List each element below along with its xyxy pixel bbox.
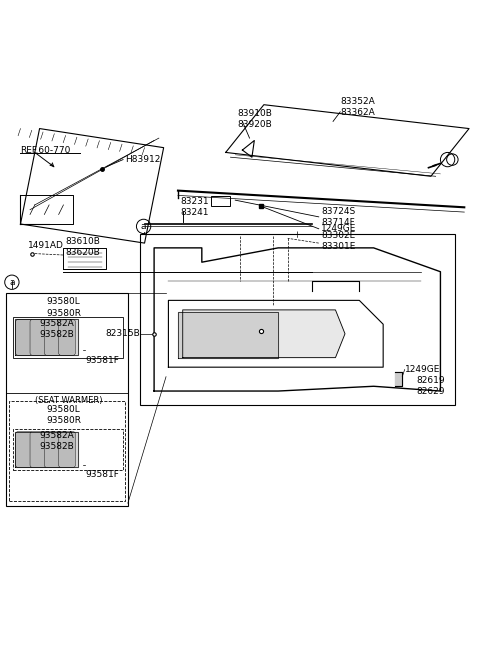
Text: (SEAT WARMER): (SEAT WARMER) [35,396,102,405]
Polygon shape [242,141,254,157]
Polygon shape [178,313,278,358]
FancyBboxPatch shape [16,319,33,355]
Text: a: a [141,222,146,231]
Text: 1249GE: 1249GE [321,224,357,234]
Text: 83724S
83714F: 83724S 83714F [321,207,355,227]
Text: 83352A
83362A: 83352A 83362A [340,97,375,117]
FancyBboxPatch shape [6,293,128,505]
FancyBboxPatch shape [13,317,123,358]
FancyBboxPatch shape [140,234,455,405]
Text: REF.60-770: REF.60-770 [21,145,71,155]
Text: 93582A
93582B: 93582A 93582B [39,319,74,339]
Polygon shape [395,372,402,386]
Text: a: a [9,278,14,287]
Text: 82619
82629: 82619 82629 [417,376,445,396]
Text: 1249GE: 1249GE [405,365,440,374]
FancyBboxPatch shape [30,319,47,355]
FancyBboxPatch shape [16,432,33,467]
Polygon shape [15,319,78,355]
Polygon shape [183,310,345,358]
Text: 93581F: 93581F [85,355,119,365]
Text: 93581F: 93581F [85,470,119,479]
Text: 93580L
93580R: 93580L 93580R [47,297,82,318]
Text: H83912: H83912 [125,155,161,164]
Polygon shape [15,432,78,467]
FancyBboxPatch shape [44,432,61,467]
FancyBboxPatch shape [44,319,61,355]
Text: 83910B
83920B: 83910B 83920B [238,109,273,129]
Text: 83302E
83301E: 83302E 83301E [321,231,356,251]
FancyBboxPatch shape [211,196,230,206]
Text: 83610B
83620B: 83610B 83620B [66,237,101,257]
Text: 93582A
93582B: 93582A 93582B [39,431,74,451]
FancyBboxPatch shape [59,319,75,355]
Text: 1491AD: 1491AD [28,241,63,250]
FancyBboxPatch shape [13,429,123,470]
FancyBboxPatch shape [30,432,47,467]
FancyBboxPatch shape [59,432,75,467]
Text: 93580L
93580R: 93580L 93580R [47,405,82,425]
Text: 83231
83241: 83231 83241 [180,197,209,217]
Text: 82315B: 82315B [105,329,140,338]
